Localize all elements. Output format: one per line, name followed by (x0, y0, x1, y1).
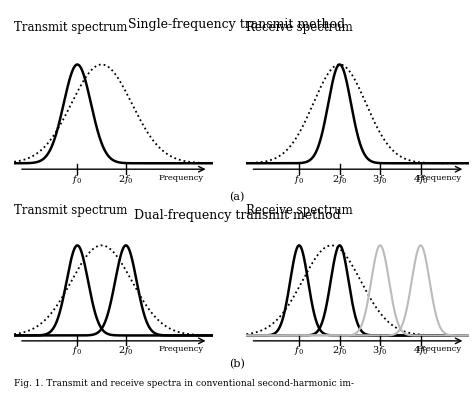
Text: Transmit spectrum: Transmit spectrum (14, 21, 128, 34)
Text: Frequency: Frequency (416, 174, 461, 182)
Text: (b): (b) (229, 359, 245, 369)
Text: (a): (a) (229, 192, 245, 202)
Text: $4f_0$: $4f_0$ (413, 343, 428, 357)
Text: Receive spectrum: Receive spectrum (246, 21, 353, 34)
Text: $f_0$: $f_0$ (294, 343, 304, 357)
Text: Transmit spectrum: Transmit spectrum (14, 204, 128, 217)
Text: $3f_0$: $3f_0$ (372, 173, 388, 186)
Text: $3f_0$: $3f_0$ (372, 343, 388, 357)
Text: $f_0$: $f_0$ (294, 173, 304, 186)
Text: Frequency: Frequency (158, 345, 204, 353)
Text: $4f_0$: $4f_0$ (413, 173, 428, 186)
Text: $2f_0$: $2f_0$ (332, 173, 347, 186)
Text: Fig. 1. Transmit and receive spectra in conventional second-harmonic im-: Fig. 1. Transmit and receive spectra in … (14, 379, 354, 388)
Text: Frequency: Frequency (416, 345, 461, 353)
Text: Dual-frequency transmit method: Dual-frequency transmit method (134, 209, 340, 222)
Text: Single-frequency transmit method: Single-frequency transmit method (128, 18, 346, 31)
Text: $2f_0$: $2f_0$ (118, 173, 134, 186)
Text: $2f_0$: $2f_0$ (332, 343, 347, 357)
Text: Receive spectrum: Receive spectrum (246, 204, 353, 217)
Text: $2f_0$: $2f_0$ (118, 343, 134, 357)
Text: $f_0$: $f_0$ (73, 343, 82, 357)
Text: $f_0$: $f_0$ (73, 173, 82, 186)
Text: Frequency: Frequency (158, 174, 204, 182)
